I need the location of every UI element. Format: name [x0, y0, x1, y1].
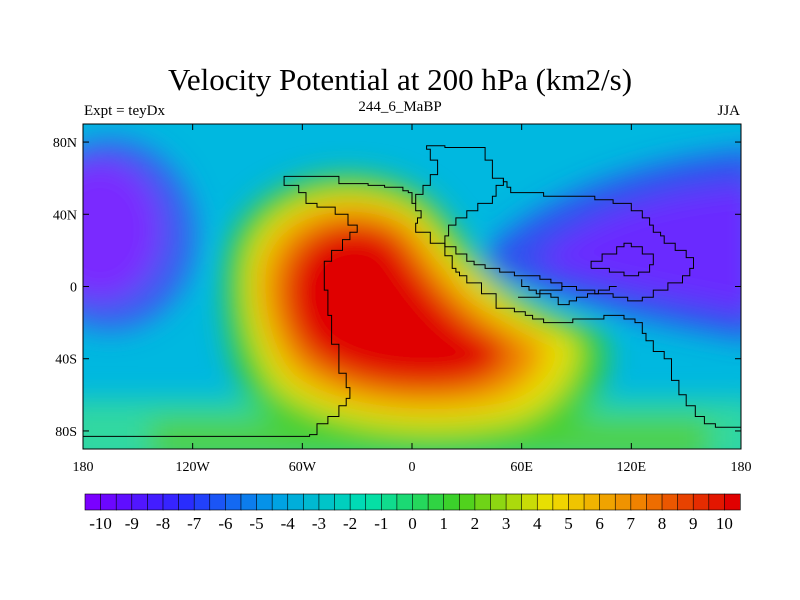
- colorbar-swatch: [552, 493, 570, 511]
- season-label: JJA: [717, 103, 740, 119]
- colorbar-label: 1: [439, 514, 448, 533]
- lon-tick-label: 120E: [617, 460, 647, 475]
- colorbar-swatch: [225, 493, 242, 511]
- colorbar-label: -9: [125, 514, 139, 533]
- colorbar-swatch: [427, 493, 445, 511]
- colorbar-label: 3: [502, 514, 511, 533]
- colorbar-swatch: [614, 493, 632, 511]
- colorbar-swatch: [599, 493, 616, 511]
- colorbar-swatch: [334, 493, 351, 511]
- colorbar-swatch: [630, 493, 648, 511]
- run-label: 244_6_MaBP: [358, 99, 442, 115]
- colorbar-label: -7: [187, 514, 202, 533]
- colorbar-label: -4: [281, 514, 296, 533]
- colorbar-swatch: [303, 493, 320, 511]
- colorbar-swatch: [568, 493, 585, 511]
- colorbar-swatch: [240, 493, 258, 511]
- coastline-outline: [83, 145, 741, 437]
- colorbar-swatch: [536, 493, 554, 511]
- lon-tick-label: 120W: [176, 460, 211, 475]
- colorbar-label: 7: [627, 514, 636, 533]
- colorbar-swatch: [474, 493, 492, 511]
- colorbar-label: 2: [471, 514, 480, 533]
- colorbar-label: 8: [658, 514, 667, 533]
- colorbar-label: 0: [408, 514, 417, 533]
- colorbar-swatch: [271, 493, 289, 511]
- colorbar-label: -1: [374, 514, 388, 533]
- velocity-potential-field: [83, 124, 741, 449]
- lon-tick-label: 180: [731, 460, 752, 475]
- colorbar-swatch: [84, 493, 102, 511]
- colorbar-label: -3: [312, 514, 326, 533]
- colorbar-swatch: [287, 493, 304, 511]
- coastline-segment: [521, 279, 617, 306]
- colorbar-label: 5: [564, 514, 573, 533]
- colorbar-swatch: [256, 493, 273, 511]
- colorbar-swatch: [646, 493, 663, 511]
- lon-tick-label: 180: [73, 460, 94, 475]
- colorbar-swatch: [365, 493, 382, 511]
- colorbar-swatch: [131, 493, 148, 511]
- colorbar-swatch: [396, 493, 414, 511]
- colorbar-swatch: [583, 493, 601, 511]
- colorbar-swatch: [458, 493, 476, 511]
- colorbar-swatch: [318, 493, 336, 511]
- lat-tick-label: 0: [70, 281, 77, 296]
- coastline-segment: [590, 242, 654, 277]
- lat-tick-label: 80S: [55, 425, 77, 440]
- lon-tick-label: 0: [409, 460, 416, 475]
- colorbar-swatch: [412, 493, 429, 511]
- lat-tick-label: 40N: [53, 208, 77, 223]
- colorbar-label: 9: [689, 514, 698, 533]
- colorbar-label: -6: [218, 514, 232, 533]
- lon-tick-label: 60E: [510, 460, 533, 475]
- colorbar-swatch: [381, 493, 398, 511]
- colorbar-swatch: [209, 493, 226, 511]
- colorbar-label: -5: [249, 514, 263, 533]
- colorbar-label: 6: [595, 514, 604, 533]
- colorbar-label: 10: [716, 514, 733, 533]
- chart-title: Velocity Potential at 200 hPa (km2/s): [167, 62, 633, 97]
- coastline-segment: [415, 145, 694, 302]
- coastline-segment: [83, 178, 358, 437]
- colorbar-swatch: [521, 493, 538, 511]
- colorbar-label: -2: [343, 514, 357, 533]
- experiment-label: Expt = teyDx: [84, 103, 165, 119]
- colorbar-swatch: [692, 493, 710, 511]
- colorbar-swatch: [505, 493, 523, 511]
- colorbar-swatch: [443, 493, 460, 511]
- colorbar-swatch: [661, 493, 679, 511]
- colorbar-swatch: [178, 493, 195, 511]
- coastline-segment: [444, 178, 573, 287]
- colorbar-swatch: [115, 493, 133, 511]
- colorbar: -10 -9 -8 -7 -6 -5 -4 -3 -2 -1 0 1 2 3 4 5 6 7 8 9 10: [84, 493, 741, 533]
- colorbar-label: -10: [89, 514, 112, 533]
- colorbar-swatch: [708, 493, 726, 511]
- lat-tick-label: 40S: [55, 353, 77, 368]
- colorbar-swatch: [490, 493, 507, 511]
- colorbar-swatch: [162, 493, 180, 511]
- colorbar-label: 4: [533, 514, 542, 533]
- colorbar-swatch: [100, 493, 117, 511]
- coastline-segment: [283, 175, 741, 428]
- map-axes: 80N 40N 0 40S 80S 180 120W 60W 0 60E 120E 180: [53, 124, 752, 475]
- colorbar-swatch: [724, 493, 741, 511]
- lon-tick-label: 60W: [289, 460, 317, 475]
- colorbar-swatch: [193, 493, 211, 511]
- colorbar-label: -8: [156, 514, 170, 533]
- colorbar-swatch: [147, 493, 164, 511]
- lat-tick-label: 80N: [53, 136, 77, 151]
- colorbar-swatch: [349, 493, 367, 511]
- colorbar-swatch: [677, 493, 694, 511]
